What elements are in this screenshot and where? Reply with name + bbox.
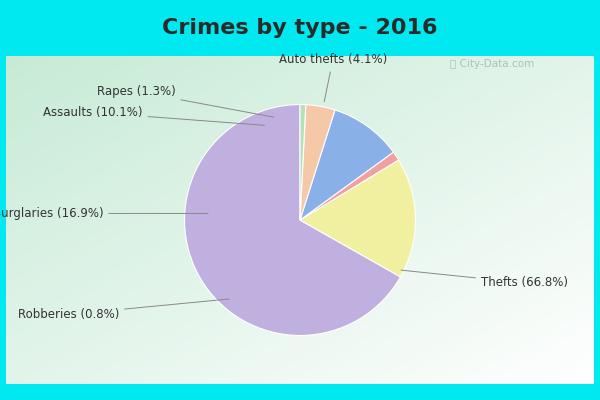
- Text: ⓘ City-Data.com: ⓘ City-Data.com: [450, 59, 534, 69]
- Text: Burglaries (16.9%): Burglaries (16.9%): [0, 207, 208, 220]
- Wedge shape: [185, 104, 400, 336]
- Text: Thefts (66.8%): Thefts (66.8%): [401, 270, 568, 290]
- Wedge shape: [300, 110, 394, 220]
- Text: Crimes by type - 2016: Crimes by type - 2016: [162, 18, 438, 38]
- Text: Rapes (1.3%): Rapes (1.3%): [97, 85, 274, 117]
- Text: Robberies (0.8%): Robberies (0.8%): [17, 299, 229, 321]
- Wedge shape: [300, 104, 306, 220]
- Text: Assaults (10.1%): Assaults (10.1%): [43, 106, 265, 125]
- Wedge shape: [300, 160, 415, 277]
- Wedge shape: [300, 152, 398, 220]
- Wedge shape: [300, 105, 335, 220]
- Text: Auto thefts (4.1%): Auto thefts (4.1%): [278, 54, 387, 102]
